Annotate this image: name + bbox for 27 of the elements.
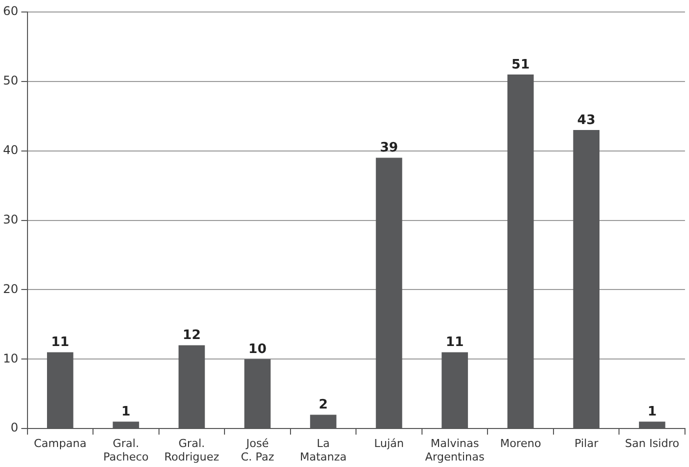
data-label: 12 bbox=[182, 328, 201, 344]
data-label: 11 bbox=[446, 335, 464, 350]
x-tick-label: Gral. Pacheco bbox=[103, 437, 149, 464]
y-tick-label: 30 bbox=[2, 212, 18, 226]
y-tick-label: 10 bbox=[2, 351, 18, 366]
x-tick-label: Gral. Rodriguez bbox=[164, 437, 220, 464]
data-label: 10 bbox=[248, 342, 267, 358]
y-tick-label: 60 bbox=[2, 4, 18, 18]
x-tick-label: Luján bbox=[374, 437, 404, 450]
y-tick-label: 40 bbox=[2, 142, 18, 157]
y-tick-label: 0 bbox=[10, 420, 18, 435]
x-tick-label: Pilar bbox=[574, 437, 599, 450]
x-tick-label: La Matanza bbox=[300, 437, 347, 464]
data-label: 2 bbox=[318, 398, 328, 413]
data-label: 43 bbox=[577, 112, 596, 128]
data-label: 39 bbox=[380, 140, 398, 156]
data-label: 1 bbox=[121, 404, 130, 420]
y-tick-label: 20 bbox=[2, 282, 18, 296]
x-tick-label: Campana bbox=[34, 437, 86, 450]
x-tick-label: Malvinas Argentinas bbox=[425, 437, 485, 464]
x-tick-label: Moreno bbox=[500, 437, 542, 450]
data-label: 1 bbox=[648, 404, 657, 420]
x-tick-label: San Isidro bbox=[625, 437, 680, 450]
data-label: 11 bbox=[51, 335, 70, 350]
y-tick-label: 50 bbox=[2, 74, 18, 88]
x-tick-label: José C. Paz bbox=[240, 437, 274, 464]
data-label: 51 bbox=[512, 57, 530, 72]
